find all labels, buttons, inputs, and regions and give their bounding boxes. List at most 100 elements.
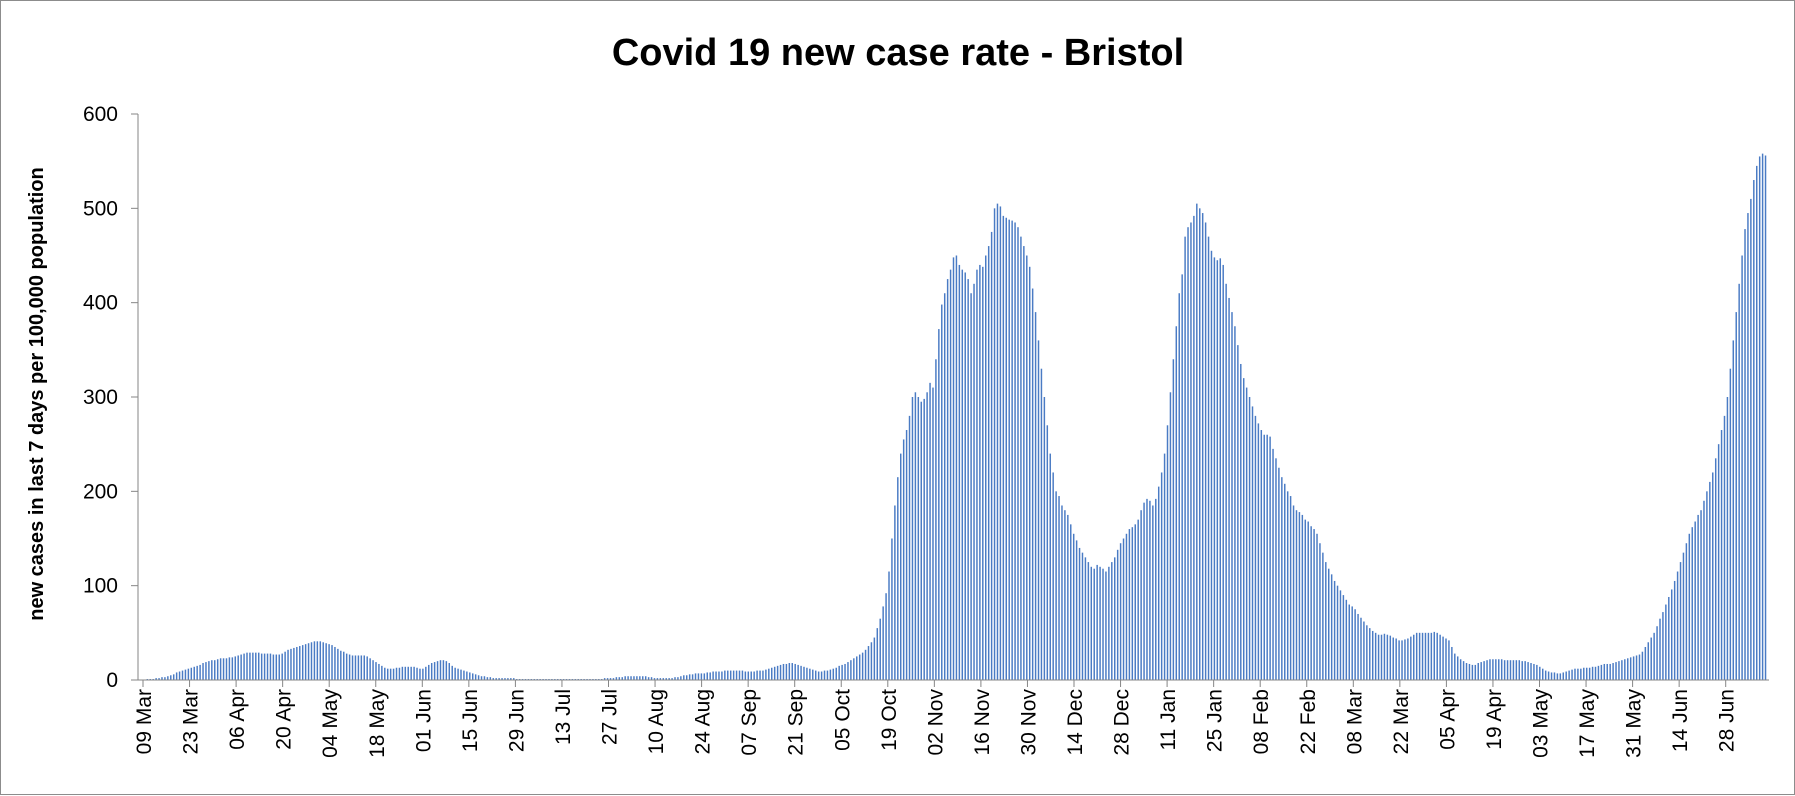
bar [1345,599,1348,680]
bar [665,678,667,680]
bar [1260,430,1263,680]
bar [1178,293,1180,680]
bar [683,675,685,680]
chart-title: Covid 19 new case rate - Bristol [612,32,1184,74]
bar [1398,640,1400,680]
bar [999,206,1002,680]
bar [1606,663,1608,680]
bar [1764,155,1767,680]
x-tick-label: 22 Mar [1390,689,1413,754]
bar [1653,632,1655,680]
y-tick-label: 500 [83,197,118,220]
bar [1588,667,1591,680]
bar [1348,604,1350,680]
bar [1020,236,1022,680]
bar [850,660,852,680]
bar [1052,472,1054,680]
bar [1518,660,1521,680]
bar [1046,425,1049,680]
bar [1506,660,1509,680]
bar [788,663,791,680]
bar [1583,667,1585,680]
bar [1465,663,1468,680]
bar [1758,156,1761,680]
bar [1146,498,1148,680]
bar [1093,568,1095,680]
bar [181,670,184,680]
bar [392,668,395,680]
bar [322,642,324,680]
bar [1386,634,1389,680]
bar [1061,505,1063,680]
bar [1726,397,1729,680]
bar [1712,472,1714,680]
bar [882,606,884,680]
x-tick-label: 01 Jun [412,689,435,752]
bar [776,665,779,680]
bar-series [146,153,1767,681]
bar [1568,670,1570,680]
bar [964,272,966,680]
bar [1559,673,1562,680]
x-tick-label: 30 Nov [1017,689,1040,756]
x-tick-label: 28 Jun [1716,689,1739,752]
bar [1714,458,1717,680]
bar [738,670,741,680]
bar [442,660,445,680]
x-tick-label: 02 Nov [924,689,947,756]
bar [656,678,659,680]
bar [1371,630,1374,680]
bar [990,231,993,681]
bar [492,678,494,680]
bar [949,269,952,680]
bar [803,666,805,680]
bar [240,654,242,680]
bar [703,673,706,680]
bar [1023,246,1025,680]
bar [1647,642,1650,680]
bar [310,642,313,680]
x-tick-label: 04 May [319,689,342,758]
bar [419,668,421,680]
bar [172,674,175,680]
bar [1474,664,1477,680]
x-tick-label: 08 Feb [1250,689,1273,754]
bar [1278,467,1280,680]
bar [908,415,911,680]
bar [1008,219,1010,680]
bar [853,658,855,680]
bar [914,392,917,680]
bar [1536,664,1538,680]
bar [398,667,401,680]
bar [510,678,512,680]
bar [299,646,301,680]
bar [381,665,383,680]
bar [768,668,770,680]
bar [867,646,870,680]
bar [1090,566,1093,680]
bar [307,643,310,680]
bar [809,668,811,680]
bar [1594,666,1597,680]
bar [196,665,198,680]
bar [812,669,814,680]
bar [389,668,392,680]
bar [1676,571,1679,680]
bar [1480,662,1482,680]
bar [747,671,750,680]
bar [1498,659,1500,680]
bar [1028,266,1031,680]
bar [732,670,735,680]
bar [1330,574,1333,680]
bar [1565,671,1567,680]
bar [1597,665,1600,680]
bar [1670,589,1673,680]
bar [1240,363,1242,680]
bar [1096,564,1098,680]
bar [1723,415,1726,680]
x-tick-label: 08 Mar [1343,689,1366,754]
x-tick-label: 20 Apr [273,689,296,750]
bar [729,670,732,680]
bar [1328,568,1330,680]
bar [844,663,846,680]
